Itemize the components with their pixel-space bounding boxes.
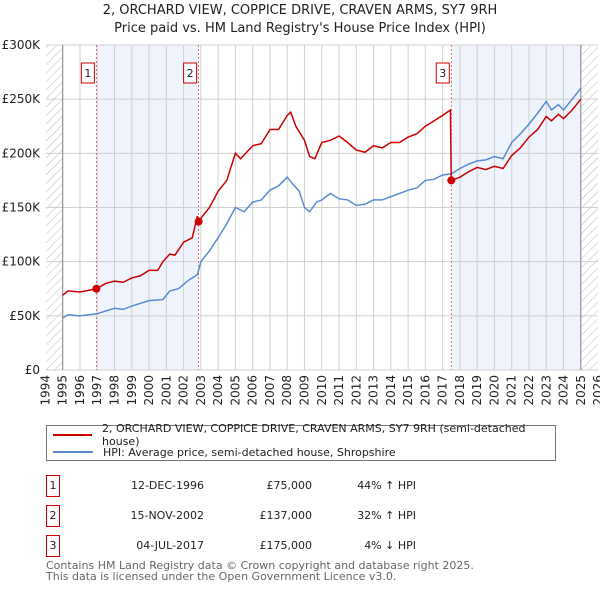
y-tick-label: £200K <box>2 146 42 160</box>
chart-plot: 1994 1995 1996 1997 1998 1999 2000 2001 2002 2003… <box>2 38 600 406</box>
x-tick-label: 2019 <box>470 375 484 406</box>
x-tick-label: 1997 <box>90 375 104 406</box>
sale-point <box>92 284 101 293</box>
x-tick-label: 2001 <box>159 375 173 406</box>
x-tick-label: 2005 <box>228 375 242 406</box>
table-row: 2 15-NOV-2002 £137,000 32% ↑ HPI <box>46 505 446 527</box>
x-tick-label: 2020 <box>487 375 501 406</box>
x-tick-label: 2000 <box>142 375 156 406</box>
sale-date: 15-NOV-2002 <box>130 509 204 522</box>
x-tick-label: 2004 <box>211 375 225 406</box>
x-tick-label: 2002 <box>177 375 191 406</box>
x-tick-label: 2022 <box>522 375 536 406</box>
table-row: 3 04-JUL-2017 £175,000 4% ↓ HPI <box>46 535 446 557</box>
sale-number-badge: 1 <box>46 475 60 497</box>
chart-title: 2, ORCHARD VIEW, COPPICE DRIVE, CRAVEN A… <box>102 3 498 18</box>
x-tick-label: 2023 <box>539 375 553 406</box>
x-tick-label: 2007 <box>263 375 277 406</box>
sale-label: 1 <box>84 67 91 80</box>
x-tick-label: 1996 <box>73 375 87 406</box>
y-tick-label: £0 <box>25 363 40 377</box>
sale-label: 2 <box>187 67 194 80</box>
x-tick-label: 2021 <box>505 375 519 406</box>
legend-swatch-blue <box>53 451 93 453</box>
y-tick-label: £100K <box>2 255 42 269</box>
sale-hpi-diff: 4% ↓ HPI <box>364 539 416 552</box>
x-tick-label: 2015 <box>401 375 415 406</box>
x-tick-label: 2009 <box>297 375 311 406</box>
x-tick-label: 2018 <box>453 375 467 406</box>
sale-point <box>194 217 203 226</box>
legend-label: 2, ORCHARD VIEW, COPPICE DRIVE, CRAVEN A… <box>102 422 526 448</box>
legend-item-property: 2, ORCHARD VIEW, COPPICE DRIVE, CRAVEN A… <box>53 422 555 448</box>
table-row: 1 12-DEC-1996 £75,000 44% ↑ HPI <box>46 475 446 497</box>
x-tick-label: 2008 <box>280 375 294 406</box>
sale-price: £75,000 <box>266 479 313 492</box>
x-tick-label: 1998 <box>108 375 122 406</box>
x-tick-label: 2025 <box>574 375 588 406</box>
x-tick-label: 2003 <box>194 375 208 406</box>
sale-label: 3 <box>439 67 446 80</box>
x-tick-label: 2006 <box>246 375 260 406</box>
sale-number-badge: 3 <box>46 535 60 557</box>
chart-subtitle: Price paid vs. HM Land Registry's House … <box>114 21 486 36</box>
x-tick-label: 2017 <box>436 375 450 406</box>
sale-price: £137,000 <box>259 509 313 522</box>
price-paid-line <box>62 98 582 296</box>
sale-date: 12-DEC-1996 <box>130 479 204 492</box>
x-tick-label: 2013 <box>367 375 381 406</box>
x-tick-label: 2014 <box>384 375 398 406</box>
hpi-line <box>62 87 582 319</box>
footer-licence: This data is licensed under the Open Gov… <box>46 570 397 583</box>
sale-date: 04-JUL-2017 <box>136 539 204 552</box>
sale-hpi-diff: 44% ↑ HPI <box>357 479 416 492</box>
x-tick-label: 2026 <box>591 375 600 406</box>
y-tick-label: £300K <box>2 38 42 52</box>
legend-item-hpi: HPI: Average price, semi-detached house,… <box>53 444 396 460</box>
sale-price: £175,000 <box>259 539 313 552</box>
x-tick-label: 2016 <box>418 375 432 406</box>
sale-hpi-diff: 32% ↑ HPI <box>357 509 416 522</box>
y-tick-label: £250K <box>2 92 42 106</box>
x-tick-label: 1999 <box>125 375 139 406</box>
footer-copyright: Contains HM Land Registry data © Crown c… <box>46 559 474 572</box>
x-tick-label: 2012 <box>349 375 363 406</box>
sale-point <box>447 176 456 185</box>
legend-label: HPI: Average price, semi-detached house,… <box>103 445 396 459</box>
x-tick-label: 1995 <box>56 375 70 406</box>
x-tick-label: 1994 <box>38 375 52 406</box>
legend-swatch-red <box>53 434 93 436</box>
legend: 2, ORCHARD VIEW, COPPICE DRIVE, CRAVEN A… <box>46 422 556 461</box>
sale-label-box <box>435 62 450 84</box>
sale-label-box <box>80 62 95 84</box>
y-tick-label: £150K <box>2 201 42 215</box>
y-tick-label: £50K <box>9 309 41 323</box>
x-tick-label: 2011 <box>332 375 346 406</box>
x-tick-label: 2024 <box>557 375 571 406</box>
sale-number-badge: 2 <box>46 505 60 527</box>
sale-label-box <box>183 62 198 84</box>
x-tick-label: 2010 <box>315 375 329 406</box>
